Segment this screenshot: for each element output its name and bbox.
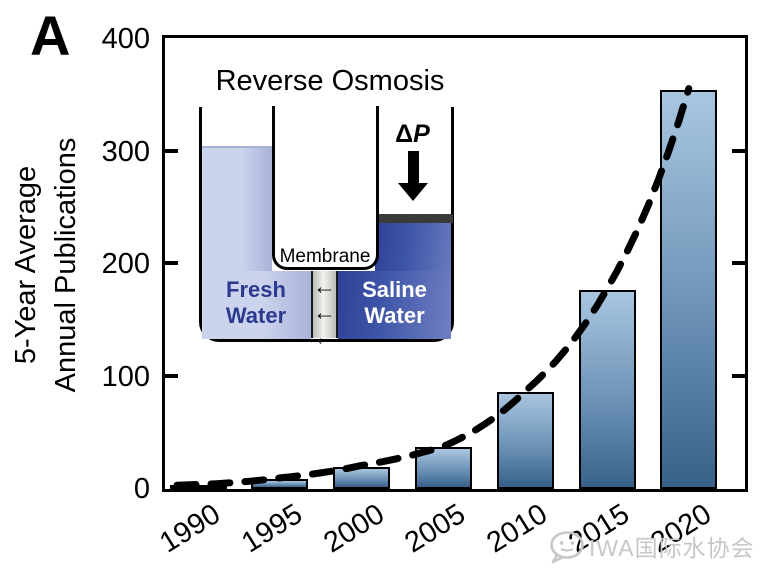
y-tick-label-400: 400 xyxy=(101,23,150,55)
y-axis-label-line1: 5-Year Average xyxy=(10,165,42,365)
left-tick-mark-300 xyxy=(165,148,178,153)
right-tick-mark-200 xyxy=(732,261,745,265)
right-tick-mark-100 xyxy=(732,373,745,378)
iwa-logo-icon xyxy=(550,531,584,564)
inset-title: Reverse Osmosis xyxy=(215,65,445,97)
inner-tube-cutout xyxy=(271,106,379,270)
flow-arrow-icon: ← xyxy=(313,324,336,350)
y-tick-label-200: 200 xyxy=(101,248,150,280)
pressure-symbol: P xyxy=(413,120,430,148)
y-axis-label-line2: Annual Publications xyxy=(50,137,82,393)
watermark: IWA国际水协会 xyxy=(548,531,755,564)
right-tick-mark-300 xyxy=(732,148,745,153)
saline-water-lower xyxy=(338,271,451,339)
pressure-arrow-icon xyxy=(408,151,419,183)
flow-arrow-icon: ← xyxy=(313,299,336,325)
plot-area: Reverse Osmosis Membrane ← ← ← Fresh Wat… xyxy=(162,35,748,492)
flow-arrow-icon: ← xyxy=(313,273,336,299)
watermark-text: IWA国际水协会 xyxy=(589,534,755,561)
left-tick-mark-100 xyxy=(165,373,178,378)
piston-bar xyxy=(372,214,453,223)
y-axis-label: 5-Year Average Annual Publications xyxy=(6,35,90,495)
membrane-label: Membrane xyxy=(279,246,371,267)
left-tick-mark-200 xyxy=(165,261,178,265)
fresh-water-lower xyxy=(202,271,311,339)
panel-label: A xyxy=(30,4,71,67)
pressure-delta: Δ xyxy=(395,120,414,148)
saline-water-label: Saline Water xyxy=(362,277,427,328)
pressure-label: ΔP xyxy=(376,121,449,147)
y-tick-label-100: 100 xyxy=(101,360,150,393)
membrane-strip xyxy=(311,271,338,338)
y-tick-label-300: 300 xyxy=(101,135,150,168)
trend-line xyxy=(173,85,693,488)
y-tick-label-0: 0 xyxy=(133,473,150,505)
reverse-osmosis-diagram: Membrane ← ← ← Fresh Water Saline Water … xyxy=(199,106,454,349)
trend-line-layer xyxy=(173,85,693,488)
pressure-arrow-head-icon xyxy=(398,183,428,201)
fresh-water-label: Fresh Water xyxy=(225,277,287,328)
